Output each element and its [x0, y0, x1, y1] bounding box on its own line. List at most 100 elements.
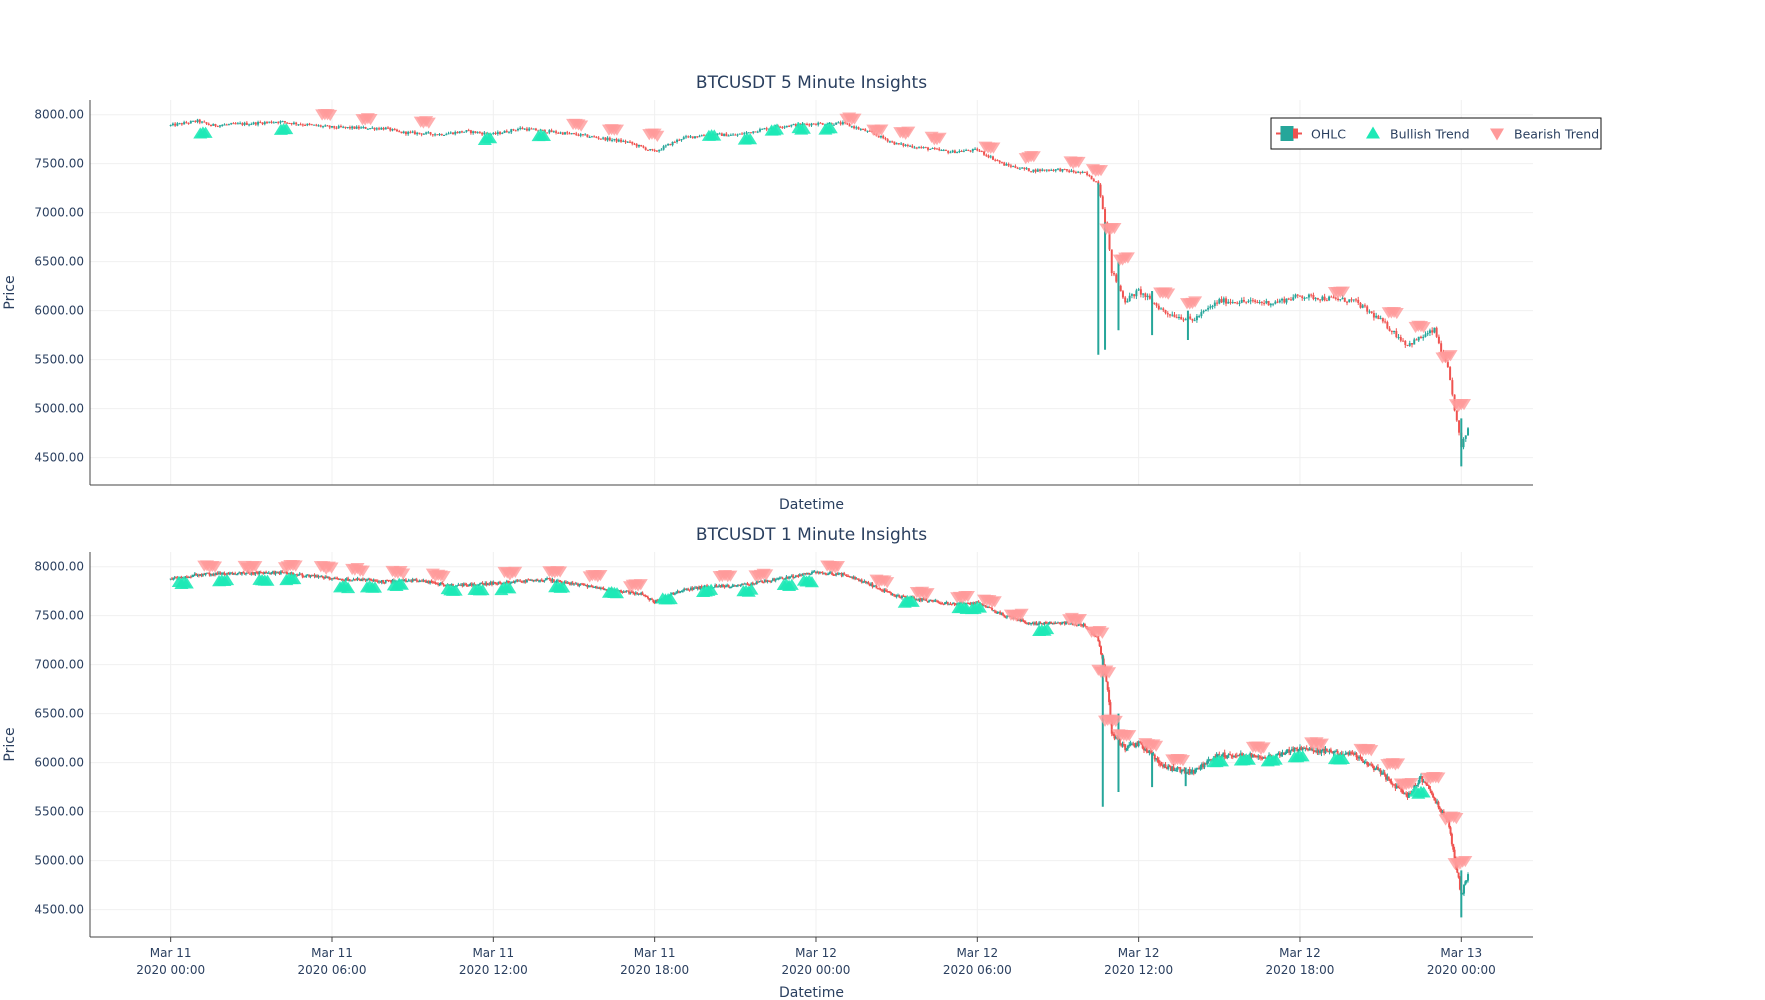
candle-body	[443, 134, 446, 136]
candle-body	[662, 146, 665, 150]
candle-body	[978, 150, 981, 152]
candle-body	[761, 128, 764, 130]
candle-body	[1433, 327, 1436, 333]
candle-body	[745, 132, 748, 134]
candle-body	[1359, 302, 1362, 308]
candle-body	[577, 134, 580, 136]
candle-body	[1307, 748, 1310, 751]
candle-body	[1088, 174, 1091, 176]
candle-body	[992, 610, 995, 612]
candle-body	[584, 134, 587, 136]
candle-body	[493, 581, 496, 584]
candle-body	[952, 602, 955, 605]
candle-body	[1184, 319, 1187, 321]
candle-body	[245, 122, 248, 125]
candle-body	[495, 583, 498, 585]
candle-body	[469, 130, 472, 134]
candle-body	[913, 147, 916, 149]
candle-body	[429, 581, 432, 584]
candle-body	[863, 580, 866, 582]
candle-body	[1161, 765, 1164, 767]
candle-body	[1139, 289, 1142, 295]
candle-body	[1381, 318, 1384, 322]
candle-body	[1330, 296, 1333, 298]
candle-body	[864, 129, 867, 132]
x-tick-label: Mar 11	[472, 946, 514, 960]
candle-body	[253, 573, 256, 575]
candle-body	[525, 128, 528, 131]
candle-body	[187, 122, 190, 124]
x-tick-label: 2020 18:00	[1266, 963, 1335, 977]
candle-body	[243, 573, 246, 575]
candle-body	[642, 146, 645, 148]
candle-body	[409, 131, 412, 133]
candle-body	[1465, 880, 1468, 882]
candle-body	[465, 130, 468, 132]
candle-body	[1019, 618, 1022, 622]
candle-body	[1229, 301, 1232, 303]
candle-body	[1337, 298, 1340, 300]
y-axis-title: Price	[2, 275, 18, 309]
candle-body	[1195, 316, 1198, 321]
candle-body	[741, 583, 744, 586]
candle-body	[640, 592, 643, 595]
candle-body	[676, 139, 679, 143]
candle-body	[351, 580, 354, 582]
candle-body	[203, 573, 206, 575]
x-tick-label: Mar 11	[634, 946, 676, 960]
legend-item-bearish[interactable]: Bearish Trend	[1490, 127, 1599, 142]
candle-body	[1061, 169, 1064, 172]
candle-body	[1241, 753, 1244, 757]
candle-body	[1160, 308, 1163, 310]
candle-body	[1282, 752, 1285, 755]
bearish-marker	[1335, 286, 1350, 298]
candle-body	[742, 583, 745, 585]
candle-body	[966, 602, 969, 604]
candle-body	[411, 131, 414, 133]
candle-body	[355, 579, 358, 581]
candle-body	[196, 119, 199, 122]
candle-body	[1094, 635, 1097, 637]
candle-body	[819, 572, 822, 574]
bullish-marker	[663, 592, 678, 605]
candle-body	[353, 579, 356, 581]
candle-body	[581, 583, 584, 585]
candle-body	[839, 573, 842, 575]
candle-body	[1371, 764, 1374, 767]
candle-body	[469, 583, 472, 585]
legend[interactable]: OHLC Bullish Trend Bearish Trend	[1270, 117, 1602, 150]
candle-body	[747, 584, 750, 586]
candle-body	[438, 134, 441, 136]
bearish-marker	[1256, 742, 1271, 754]
candle-body	[1385, 774, 1388, 780]
candle-body	[539, 129, 542, 131]
candle-body	[1034, 622, 1037, 625]
candle-body	[929, 148, 932, 150]
bearish-marker	[880, 577, 895, 589]
candle-body	[809, 573, 812, 575]
candle-body	[533, 580, 536, 582]
candle-body	[735, 585, 738, 587]
candle-body	[1415, 339, 1418, 341]
bearish-marker	[1014, 608, 1029, 621]
candle-body	[779, 126, 782, 128]
bearish-marker	[847, 113, 862, 125]
candle-body	[1039, 169, 1042, 171]
candle-body	[1233, 302, 1236, 304]
candle-body	[1134, 743, 1137, 748]
candle-body	[1143, 748, 1146, 751]
candle-body	[318, 576, 321, 578]
candle-body	[371, 127, 374, 129]
candle-body	[1296, 748, 1299, 752]
candle-body	[870, 583, 873, 586]
candle-body	[1059, 622, 1062, 624]
candle-body	[734, 585, 737, 587]
candle-body	[429, 132, 432, 135]
candle-body	[1316, 298, 1319, 300]
candle-body	[458, 584, 461, 586]
legend-item-bullish[interactable]: Bullish Trend	[1366, 126, 1470, 142]
candle-body	[339, 578, 342, 580]
candle-body	[1267, 300, 1270, 306]
candle-body	[1389, 779, 1392, 781]
legend-item-ohlc[interactable]: OHLC	[1276, 126, 1346, 142]
